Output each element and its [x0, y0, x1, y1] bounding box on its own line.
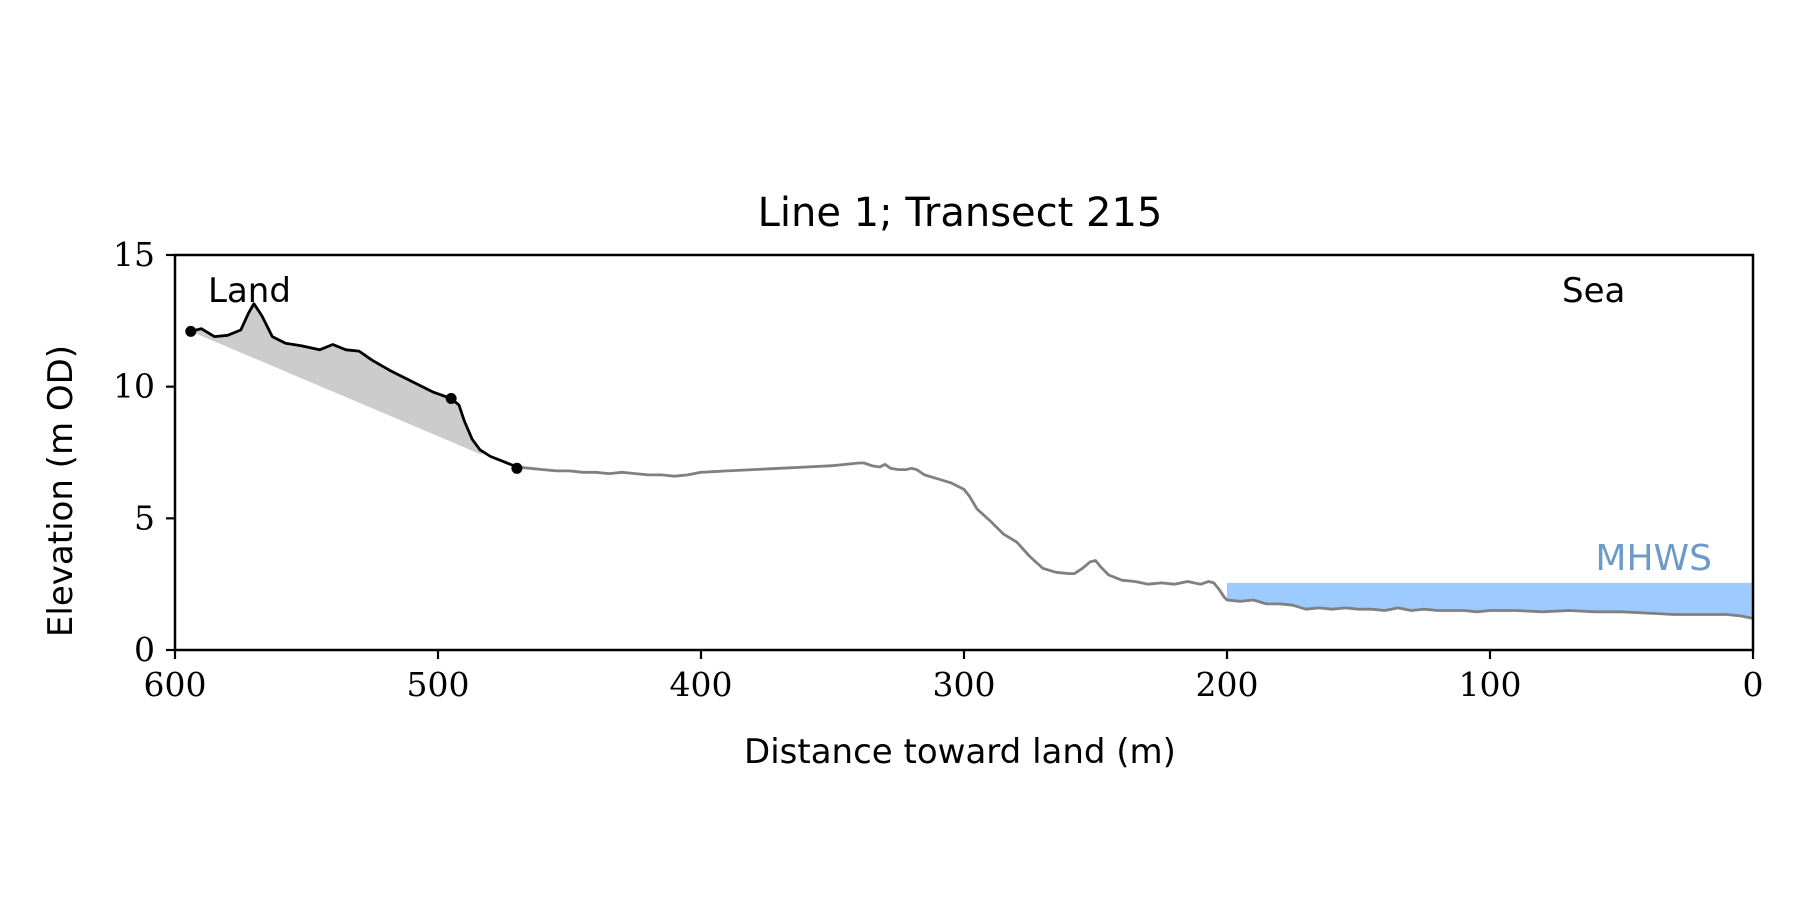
mhws-band [1227, 582, 1753, 619]
cliff-marker-3 [511, 462, 523, 474]
x-tick-label: 500 [407, 665, 470, 704]
y-tick-label: 15 [113, 235, 155, 274]
x-tick-label: 300 [933, 665, 996, 704]
series-line-1 [189, 302, 519, 469]
mhws-label: MHWS [1595, 538, 1712, 579]
y-axis-label: Elevation (m OD) [41, 345, 81, 637]
cliff-fill-layer [190, 303, 483, 456]
y-tick-label: 10 [113, 367, 155, 406]
chart-title: Line 1; Transect 215 [758, 190, 1163, 236]
marker-layer [185, 325, 523, 474]
mhws-layer [1227, 582, 1753, 619]
land-label: Land [208, 271, 291, 311]
y-tick-label: 0 [134, 630, 155, 669]
cliff-marker-2 [445, 393, 457, 405]
x-tick-label: 0 [1743, 665, 1764, 704]
x-tick-label: 200 [1196, 665, 1259, 704]
series-layer [189, 302, 1755, 620]
x-tick-label: 100 [1459, 665, 1522, 704]
sea-label: Sea [1562, 271, 1625, 311]
x-tick-label: 600 [144, 665, 207, 704]
x-tick-label: 400 [670, 665, 733, 704]
y-tick-label: 5 [134, 498, 155, 537]
x-axis-label: Distance toward land (m) [744, 732, 1176, 772]
series-line-2 [515, 461, 1755, 620]
cliff-marker-1 [185, 325, 197, 337]
axes-layer: 600 500 400 300 200 100 0 0 5 10 15 [113, 235, 1764, 704]
cliff-fill [190, 303, 483, 456]
